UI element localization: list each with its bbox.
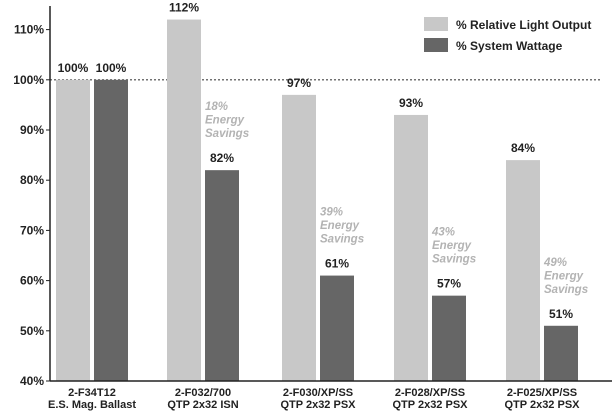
category-label-line2: QTP 2x32 PSX xyxy=(392,399,468,411)
light-output-bar-4 xyxy=(394,114,428,381)
y-tick-labels: 40% 50% 60% 70% 80% 90% 100% 110% xyxy=(13,23,50,388)
system-wattage-bar-1 xyxy=(94,79,128,382)
energy-savings-label: Savings xyxy=(320,234,364,246)
energy-savings-label: Energy xyxy=(432,240,472,252)
light-output-value-label: 97% xyxy=(287,76,311,90)
light-output-value-label: 100% xyxy=(58,61,89,75)
energy-savings-label: 49% xyxy=(543,257,567,269)
system-wattage-bar-2 xyxy=(205,170,239,381)
system-wattage-bar-3 xyxy=(320,275,354,381)
energy-savings-label: Energy xyxy=(544,270,584,282)
y-tick-label: 80% xyxy=(20,173,44,187)
system-wattage-value-label: 51% xyxy=(549,307,573,321)
y-tick-label: 110% xyxy=(14,23,44,37)
light-output-bar-1 xyxy=(56,79,90,382)
savings-annotations: 18%EnergySavings39%EnergySavings43%Energ… xyxy=(205,101,588,296)
legend-label-light-output: % Relative Light Output xyxy=(456,18,591,32)
bars-group xyxy=(56,19,578,382)
energy-savings-label: 39% xyxy=(320,207,343,219)
energy-savings-label: 18% xyxy=(205,101,228,113)
y-tick-label: 60% xyxy=(20,274,44,288)
category-label-line1: 2-F032/700 xyxy=(175,387,231,399)
system-wattage-value-label: 100% xyxy=(96,61,127,75)
light-output-value-label: 93% xyxy=(399,96,423,110)
system-wattage-value-label: 82% xyxy=(210,151,234,165)
energy-savings-label: Energy xyxy=(205,115,245,127)
light-output-value-label: 84% xyxy=(511,141,535,155)
y-tick-label: 100% xyxy=(13,73,44,87)
legend-swatch-system-wattage xyxy=(424,38,448,52)
category-label-line1: 2-F34T12 xyxy=(68,387,116,399)
y-tick-label: 40% xyxy=(20,374,44,388)
category-label-line2: QTP 2x32 ISN xyxy=(167,399,238,411)
energy-savings-label: 43% xyxy=(431,227,455,239)
system-wattage-bar-4 xyxy=(432,295,466,381)
legend-label-system-wattage: % System Wattage xyxy=(456,39,563,53)
system-wattage-value-label: 57% xyxy=(437,277,461,291)
light-output-bar-2 xyxy=(167,19,201,382)
legend-swatch-light-output xyxy=(424,17,448,31)
system-wattage-value-label: 61% xyxy=(325,257,349,271)
category-label-line2: QTP 2x32 PSX xyxy=(504,399,580,411)
data-labels: 100% 112% 97% 93% 84% 100% 82% 61% 57% 51% xyxy=(58,1,574,321)
category-label-line2: E.S. Mag. Ballast xyxy=(48,399,136,411)
category-label-line1: 2-F025/XP/SS xyxy=(507,387,577,399)
energy-savings-label: Energy xyxy=(320,220,360,232)
energy-savings-label: Savings xyxy=(432,254,476,266)
y-tick-label: 70% xyxy=(20,223,44,237)
energy-savings-label: Savings xyxy=(544,284,588,296)
category-label-line2: QTP 2x32 PSX xyxy=(280,399,356,411)
y-tick-label: 50% xyxy=(20,324,44,338)
light-output-bar-3 xyxy=(282,94,316,382)
light-output-value-label: 112% xyxy=(169,1,199,15)
energy-savings-label: Savings xyxy=(205,128,249,140)
category-label-line1: 2-F030/XP/SS xyxy=(283,387,353,399)
y-tick-label: 90% xyxy=(20,123,44,137)
light-output-bar-5 xyxy=(506,160,540,381)
axes-group xyxy=(49,6,612,382)
category-label-line1: 2-F028/XP/SS xyxy=(395,387,465,399)
legend: % Relative Light Output % System Wattage xyxy=(424,17,591,53)
system-wattage-bar-5 xyxy=(544,325,578,381)
